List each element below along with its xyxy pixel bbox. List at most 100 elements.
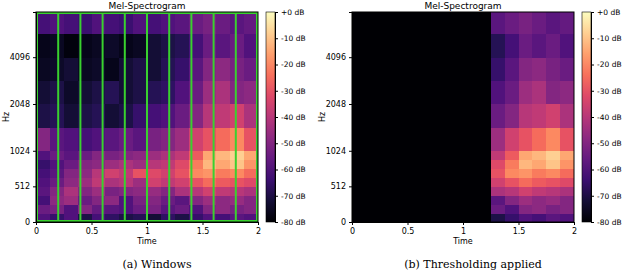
cell bbox=[92, 169, 106, 178]
cell bbox=[161, 34, 175, 58]
y-tick-label: 0 bbox=[341, 218, 346, 227]
cell bbox=[463, 204, 477, 213]
cell bbox=[491, 34, 505, 58]
window-boundary bbox=[102, 12, 104, 222]
cell bbox=[147, 151, 161, 160]
cell bbox=[463, 81, 477, 105]
cell bbox=[147, 160, 161, 169]
cell bbox=[463, 127, 477, 151]
cell bbox=[421, 81, 435, 105]
cell bbox=[421, 57, 435, 81]
colorbar-tick-mark bbox=[591, 222, 594, 223]
colorbar-tick-label: -80 dB bbox=[597, 218, 622, 227]
x-tick: 2 bbox=[256, 222, 261, 236]
cell bbox=[92, 186, 106, 195]
cell bbox=[519, 127, 533, 151]
cell bbox=[105, 195, 119, 204]
cell bbox=[64, 169, 78, 178]
colorbar-axis: +0 dB-10 dB-20 dB-30 dB-40 dB-50 dB-60 d… bbox=[275, 8, 306, 227]
colorbar-tick: -60 dB bbox=[591, 165, 622, 174]
cell bbox=[435, 57, 449, 81]
cell bbox=[546, 195, 560, 204]
colorbar-tick-label: +0 dB bbox=[597, 8, 620, 17]
cell bbox=[505, 104, 519, 128]
cell bbox=[244, 169, 258, 178]
colorbar-tick-label: -30 dB bbox=[597, 87, 622, 96]
cell bbox=[105, 81, 119, 105]
cell bbox=[366, 127, 380, 151]
cell bbox=[380, 104, 394, 128]
cell bbox=[491, 186, 505, 195]
cell bbox=[435, 213, 449, 222]
cell bbox=[161, 12, 175, 34]
cell bbox=[463, 169, 477, 178]
cell bbox=[560, 195, 574, 204]
cell bbox=[175, 204, 189, 213]
cell bbox=[560, 177, 574, 186]
cell bbox=[560, 204, 574, 213]
y-tick-label: 2048 bbox=[10, 100, 30, 109]
cell bbox=[352, 57, 366, 81]
cell bbox=[408, 177, 422, 186]
cell bbox=[175, 160, 189, 169]
colorbar-axis-line bbox=[276, 13, 279, 223]
cell bbox=[352, 195, 366, 204]
cell bbox=[161, 169, 175, 178]
cell bbox=[119, 12, 133, 34]
cell bbox=[532, 160, 546, 169]
cell bbox=[408, 151, 422, 160]
cell bbox=[421, 204, 435, 213]
cell bbox=[449, 186, 463, 195]
cell bbox=[92, 195, 106, 204]
colorbar-tick: -30 dB bbox=[275, 87, 306, 96]
cell bbox=[175, 169, 189, 178]
cell bbox=[463, 160, 477, 169]
chart: 00.511.520512102420484096Mel-Spectrogram… bbox=[2, 1, 306, 271]
colorbar-tick-mark bbox=[275, 12, 278, 13]
colorbar-tick-mark bbox=[591, 65, 594, 66]
cell bbox=[203, 151, 217, 160]
cell bbox=[477, 127, 491, 151]
x-tick-label: 2 bbox=[572, 227, 577, 236]
cell bbox=[64, 186, 78, 195]
cell bbox=[435, 81, 449, 105]
cell bbox=[491, 213, 505, 222]
cell bbox=[105, 34, 119, 58]
cell bbox=[244, 177, 258, 186]
cell bbox=[519, 186, 533, 195]
cell bbox=[463, 104, 477, 128]
cell bbox=[147, 127, 161, 151]
cell bbox=[519, 169, 533, 178]
cell bbox=[408, 160, 422, 169]
colorbar-tick: -70 dB bbox=[591, 192, 622, 201]
x-axis-line bbox=[37, 223, 259, 226]
cell bbox=[421, 104, 435, 128]
cell bbox=[519, 160, 533, 169]
cell bbox=[366, 213, 380, 222]
cell bbox=[366, 195, 380, 204]
cell bbox=[230, 204, 244, 213]
cell bbox=[50, 12, 64, 34]
cell bbox=[546, 151, 560, 160]
cell bbox=[505, 177, 519, 186]
cell bbox=[477, 195, 491, 204]
cell bbox=[92, 127, 106, 151]
cell bbox=[50, 204, 64, 213]
colorbar-tick: +0 dB bbox=[275, 8, 304, 17]
cell bbox=[119, 186, 133, 195]
cell bbox=[560, 160, 574, 169]
cell bbox=[519, 34, 533, 58]
cell bbox=[105, 160, 119, 169]
colorbar-tick-mark bbox=[275, 65, 278, 66]
colorbar-tick-label: -50 dB bbox=[597, 139, 622, 148]
colorbar-tick: -30 dB bbox=[591, 87, 622, 96]
cell bbox=[133, 186, 147, 195]
cell bbox=[175, 195, 189, 204]
cell bbox=[532, 127, 546, 151]
cell bbox=[477, 104, 491, 128]
cell bbox=[161, 186, 175, 195]
cell bbox=[505, 151, 519, 160]
colorbar-tick-label: -10 dB bbox=[281, 34, 306, 43]
cell bbox=[546, 81, 560, 105]
window-boundary bbox=[190, 12, 192, 222]
